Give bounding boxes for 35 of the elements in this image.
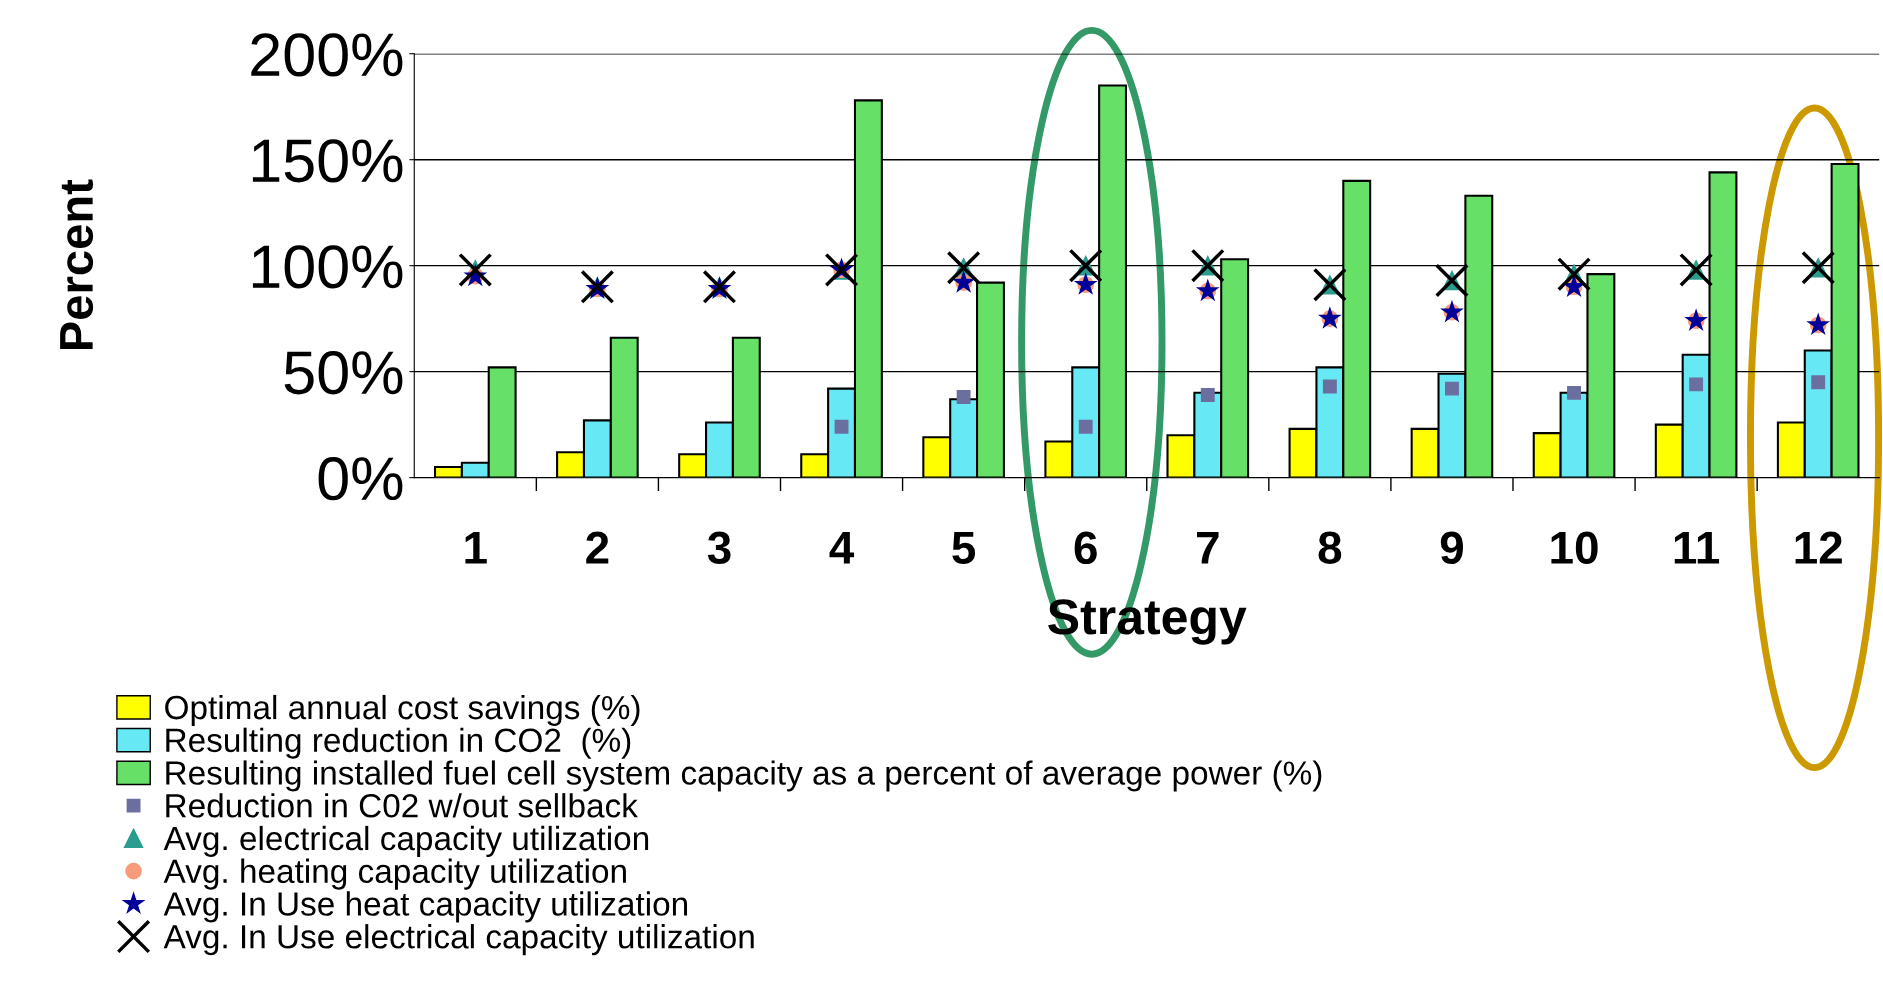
point: [1444, 381, 1459, 396]
legend-label: Resulting reduction in CO2 (%): [166, 727, 631, 759]
point: [1567, 385, 1581, 400]
x-tick-label: 10: [1551, 531, 1598, 565]
point: [1689, 377, 1704, 392]
point: [1078, 419, 1093, 434]
legend-label: Avg. heating capacity utilization: [163, 858, 626, 890]
x-tick-label: 2: [586, 531, 609, 564]
y-tick-label: 50%: [284, 351, 403, 395]
x-tick-label: 7: [1197, 532, 1219, 564]
y-tick-label: 150%: [252, 139, 403, 183]
legend-label: Reduction in C02 w/out sellback: [166, 793, 638, 818]
legend-label: Avg. In Use electrical capacity utilization: [163, 924, 754, 956]
point: [956, 390, 971, 405]
point: [1811, 375, 1826, 390]
x-tick-label: 6: [1074, 531, 1097, 565]
y-tick-label: 200%: [251, 33, 403, 77]
x-tick-label: 12: [1795, 531, 1842, 564]
point: [1200, 388, 1215, 402]
y-tick-label: 0%: [318, 457, 403, 501]
x-tick-label: 3: [707, 531, 731, 565]
x-tick-label: 1: [465, 532, 487, 564]
y-tick-label: 100%: [252, 245, 403, 289]
legend-label: Optimal annual cost savings (%): [165, 694, 640, 726]
legend-label: Avg. electrical capacity utilization: [163, 825, 649, 857]
legend-label: Resulting installed fuel cell system capacity as a percent of average power (%): [166, 760, 1322, 792]
point: [834, 419, 849, 434]
x-tick-label: 11: [1674, 532, 1720, 564]
x-tick-label: 5: [952, 532, 976, 565]
x-tick-label: 9: [1440, 531, 1463, 565]
x-tick-label: 4: [829, 532, 855, 564]
legend-label: Avg. In Use heat capacity utilization: [163, 891, 688, 923]
point: [1322, 379, 1337, 394]
y-axis-title: Percent: [60, 179, 94, 350]
x-tick-label: 8: [1318, 531, 1342, 565]
